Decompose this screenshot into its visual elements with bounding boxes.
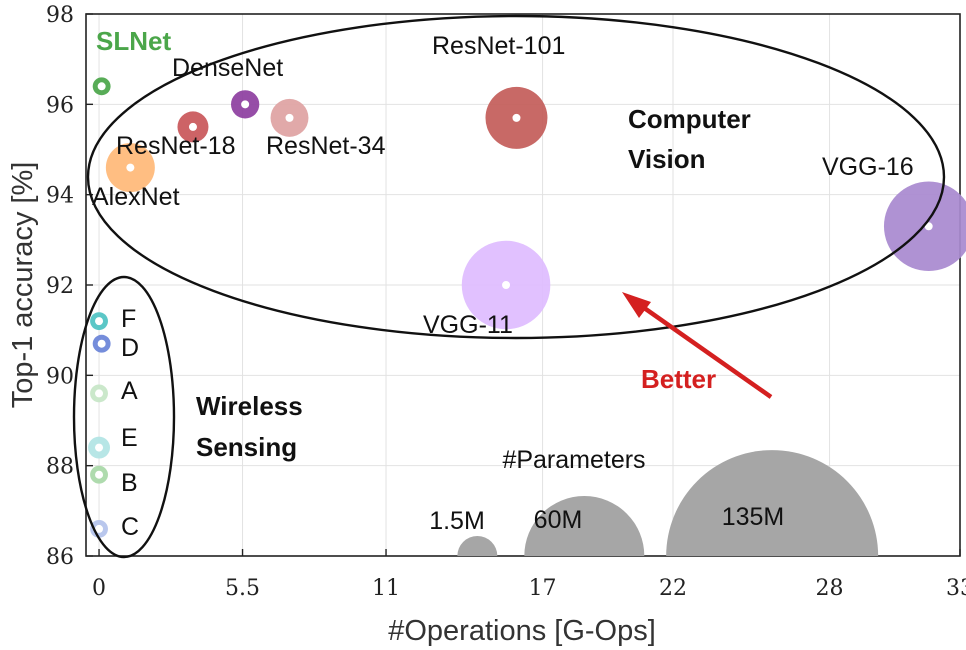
label-e: E [121, 424, 138, 452]
computer-vision-label-1: Computer [628, 104, 751, 134]
label-slnet: SLNet [96, 26, 171, 56]
bubble-center-dot [97, 339, 106, 348]
wireless-sensing-label-1: Wireless [196, 391, 303, 421]
label-alexnet: AlexNet [92, 183, 180, 211]
y-tick-label: 96 [46, 93, 74, 118]
size-legend: #Parameters 1.5M 60M 135M [429, 446, 879, 556]
better-arrow [622, 292, 773, 399]
label-vgg-16: VGG-16 [822, 153, 914, 181]
y-tick-label: 90 [46, 364, 74, 389]
y-tick-label: 98 [46, 3, 74, 28]
size-legend-label-1: 1.5M [429, 507, 485, 535]
size-legend-title: #Parameters [502, 446, 645, 474]
bubble-center-dot [95, 389, 104, 398]
bubble-center-dot [126, 163, 135, 172]
label-resnet-101: ResNet-101 [432, 32, 565, 60]
bubble-center-dot [95, 470, 104, 479]
better-label: Better [641, 364, 716, 394]
bubble-center-dot [95, 524, 104, 533]
bubble-center-dot [285, 113, 294, 122]
bubble-center-dot [95, 443, 104, 452]
y-tick-label: 94 [46, 184, 74, 209]
wireless-sensing-ellipse [72, 275, 176, 559]
x-tick-label: 33 [946, 576, 966, 601]
label-resnet-34: ResNet-34 [266, 132, 386, 160]
bubble-center-dot [95, 317, 104, 326]
label-b: B [121, 469, 138, 497]
label-a: A [121, 377, 138, 405]
size-legend-bubble [524, 496, 645, 556]
y-tick-label: 88 [46, 455, 74, 480]
bubble-center-dot [512, 113, 521, 122]
x-axis-title: #Operations [G-Ops] [388, 615, 656, 647]
bubble-center-dot [502, 281, 511, 289]
computer-vision-ellipse [86, 14, 946, 340]
y-tick-label: 92 [46, 274, 74, 299]
x-tick-label: 0 [92, 576, 106, 601]
y-tick-label: 86 [46, 545, 74, 570]
x-tick-label: 11 [372, 576, 400, 601]
bubble-center-dot [241, 100, 250, 109]
x-tick-label: 22 [659, 576, 687, 601]
computer-vision-label-2: Vision [628, 144, 706, 174]
y-axis-title: Top-1 accuracy [%] [7, 162, 39, 409]
size-legend-bubble [457, 536, 498, 556]
bubble-center-dot [188, 122, 197, 131]
label-d: D [121, 334, 139, 362]
wireless-sensing-label-2: Sensing [196, 432, 297, 462]
x-tick-label: 5.5 [225, 576, 260, 601]
size-legend-label-3: 135M [722, 503, 785, 531]
x-tick-label: 17 [529, 576, 557, 601]
label-f: F [121, 305, 136, 333]
bubble-center-dot [97, 82, 106, 91]
label-resnet-18: ResNet-18 [116, 132, 236, 160]
size-legend-label-2: 60M [534, 506, 583, 534]
size-legend-bubble [666, 450, 879, 556]
label-c: C [121, 513, 139, 541]
bubble-labels: AlexNetResNet-18DenseNetResNet-34ResNet-… [92, 26, 914, 541]
x-tick-label: 28 [816, 576, 844, 601]
axis-ticks: 0 5.5 11 17 22 28 33 86 88 90 92 94 96 98 [46, 3, 966, 601]
